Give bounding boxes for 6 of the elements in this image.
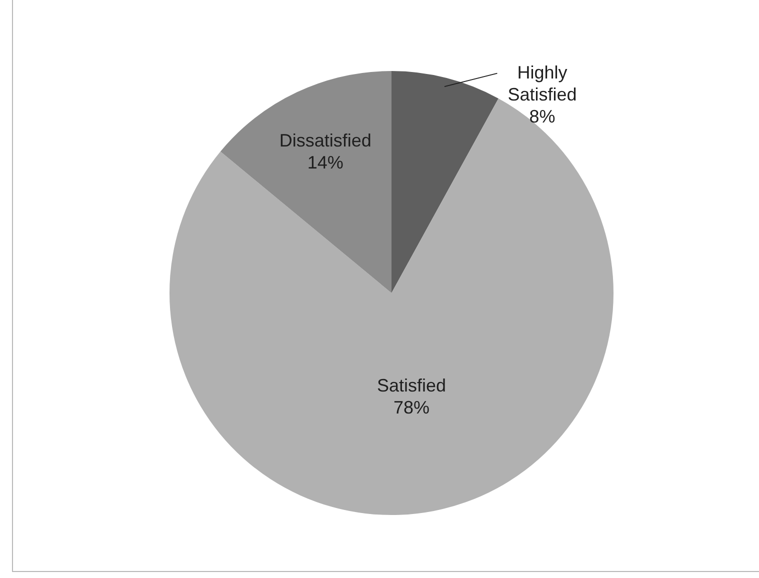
slice-label: Satisfied (376, 376, 446, 396)
slice-label: Highly Satisfied (508, 62, 577, 104)
data-label: 8% (529, 106, 556, 126)
slice-label: Dissatisfied (279, 130, 372, 150)
data-label: 14% (307, 152, 344, 172)
data-label: 78% (393, 398, 430, 418)
